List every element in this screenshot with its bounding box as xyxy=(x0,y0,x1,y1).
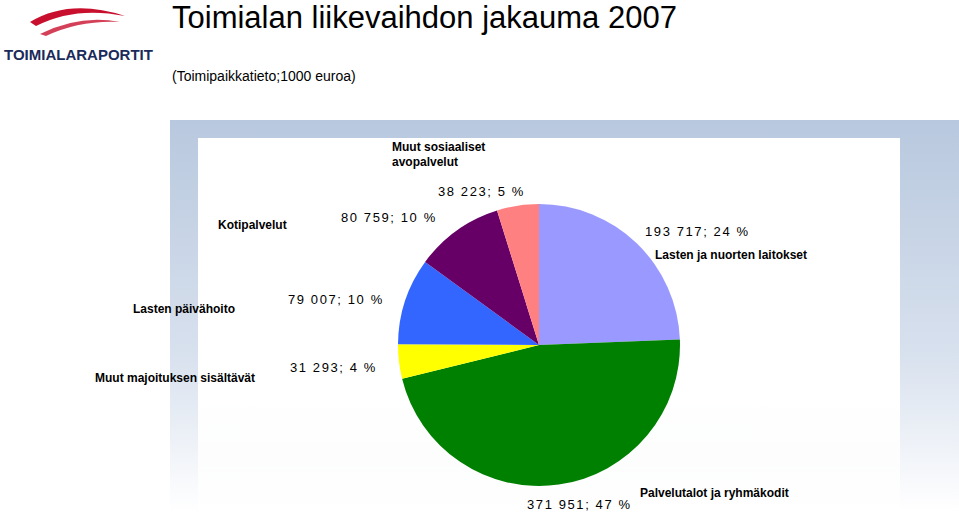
html-text:Toimialan liikevaihdon jakauma: Toimialan liikevaihdon jakauma 2007 xyxy=(172,0,677,35)
svg-text:193 717; 24 %: 193 717; 24 % xyxy=(645,224,750,239)
svg-text:79 007; 10 %: 79 007; 10 % xyxy=(288,292,384,307)
svg-text:80 759; 10 %: 80 759; 10 % xyxy=(341,210,437,225)
svg-text:Palvelutalot ja ryhmäkodit: Palvelutalot ja ryhmäkodit xyxy=(640,486,789,500)
svg-text:Muut majoituksen sisältävät: Muut majoituksen sisältävät xyxy=(95,371,255,385)
svg-text:Kotipalvelut: Kotipalvelut xyxy=(218,218,287,232)
svg-text:TOIMIALARAPORTIT: TOIMIALARAPORTIT xyxy=(8,46,153,63)
html-text:(Toimipaikkatieto;1000 euroa): (Toimipaikkatieto;1000 euroa) xyxy=(172,68,356,84)
svg-text:31 293; 4 %: 31 293; 4 % xyxy=(290,360,377,375)
svg-text:Muut sosiaalisetavopalvelut: Muut sosiaalisetavopalvelut xyxy=(392,140,485,169)
svg-text:Lasten päivähoito: Lasten päivähoito xyxy=(133,302,235,316)
svg-text:371 951; 47 %: 371 951; 47 % xyxy=(527,497,632,512)
svg-text:Lasten ja nuorten laitokset: Lasten ja nuorten laitokset xyxy=(655,248,807,262)
svg-text:38 223; 5 %: 38 223; 5 % xyxy=(438,184,525,199)
